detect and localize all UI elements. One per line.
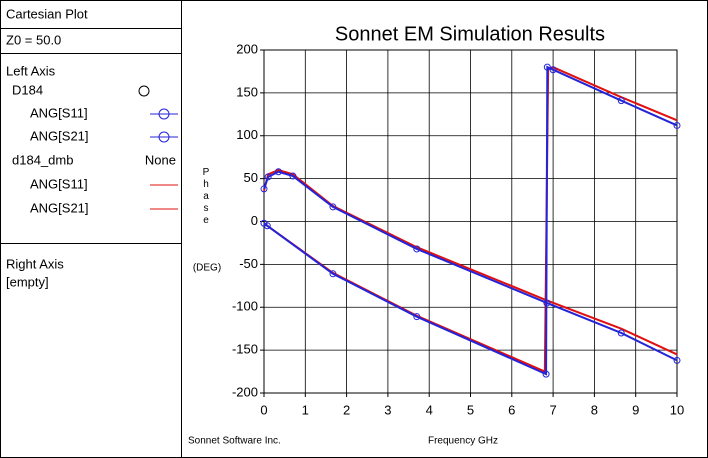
point-marker [413,245,421,253]
y-axis-unit: (DEG) [193,263,221,274]
x-tick-label: 3 [384,402,391,417]
x-tick-label: 6 [508,402,515,417]
point-marker [617,329,625,337]
left-axis-heading[interactable]: Left Axis [6,63,56,78]
x-tick-label: 1 [302,402,309,417]
x-tick-label: 4 [426,402,433,417]
file-style: None [145,152,176,167]
x-tick-label: 0 [260,402,267,417]
legend-icon [150,108,178,120]
point-marker [329,203,337,211]
y-tick-label: -200 [232,384,258,399]
legend-icon [150,131,178,143]
point-marker [673,356,681,364]
y-tick-label: 0 [251,213,258,228]
point-marker [549,66,557,74]
x-tick-label: 7 [549,402,556,417]
file-name[interactable]: D184 [12,82,43,97]
legend-entry[interactable]: ANG[S21] [30,200,89,215]
file-name[interactable]: d184_dmb [12,152,73,167]
point-marker [543,63,551,71]
point-marker [264,173,272,181]
z0-label: Z0 = 50.0 [6,32,61,47]
y-tick-label: 100 [236,127,258,142]
point-marker [329,270,337,278]
file-marker-icon [138,85,150,97]
y-tick-label: -150 [232,342,258,357]
legend-entry[interactable]: ANG[S11] [30,105,88,120]
right-axis-heading[interactable]: Right Axis [6,256,64,271]
footer: Sonnet Software Inc. [188,436,281,447]
y-tick-label: -100 [232,299,258,314]
x-tick-label: 2 [343,402,350,417]
y-tick-label: 50 [244,170,258,185]
point-marker [263,222,271,230]
legend-entry[interactable]: ANG[S11] [30,176,88,191]
panel-title: Cartesian Plot [6,6,88,21]
y-tick-label: 150 [236,84,258,99]
plot-frame [263,49,678,394]
point-marker [289,172,297,180]
y-tick-label: -50 [239,256,258,271]
point-marker [542,370,550,378]
point-marker [260,185,268,193]
x-tick-label: 10 [670,402,684,417]
point-marker [274,168,282,176]
point-marker [413,313,421,321]
x-axis-label: Frequency GHz [428,436,498,447]
series-line [263,65,678,376]
point-marker [673,121,681,129]
x-tick-label: 8 [591,402,598,417]
legend-entry[interactable]: ANG[S21] [30,128,89,143]
chart-title: Sonnet EM Simulation Results [335,23,605,45]
point-marker [617,97,625,105]
series-line [263,170,678,362]
x-tick-label: 9 [632,402,639,417]
x-tick-label: 5 [467,402,474,417]
right-axis-value: [empty] [6,274,49,289]
y-tick-label: 200 [236,41,258,56]
